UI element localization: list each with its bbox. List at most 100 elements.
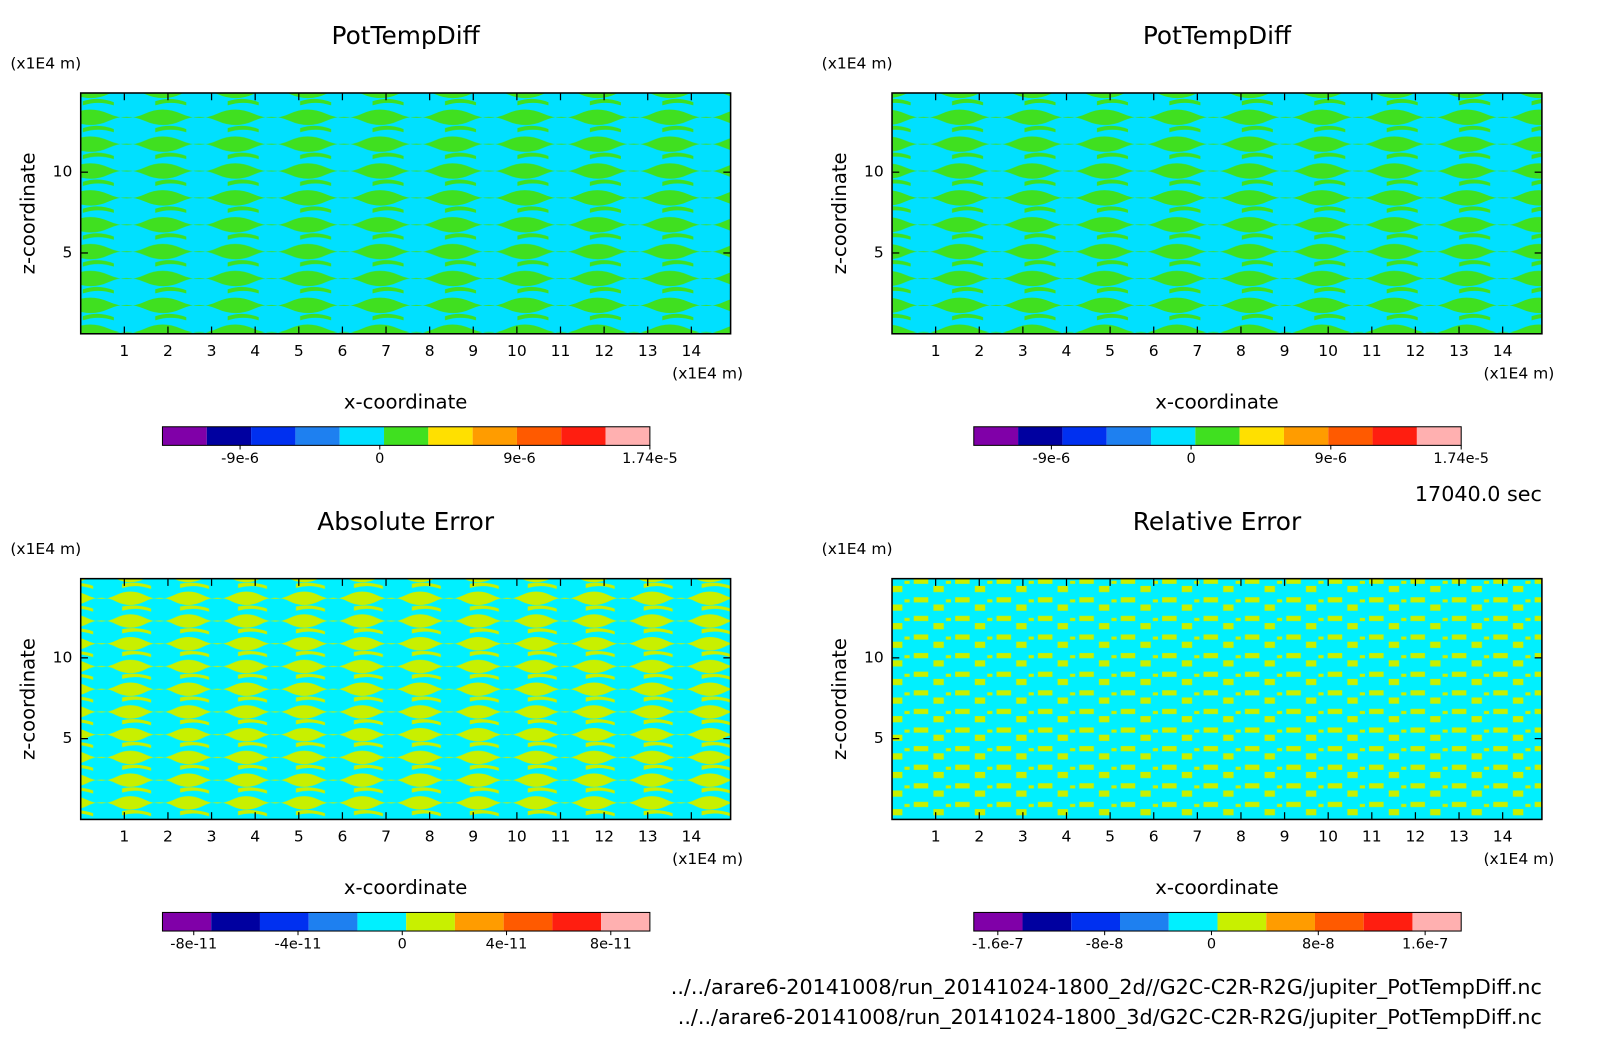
colorbar-box xyxy=(295,426,340,446)
colorbar-box xyxy=(1022,912,1072,932)
colorbar-box xyxy=(162,912,212,932)
colorbar-label: 1.74e-5 xyxy=(622,451,678,467)
x-tick-label: 4 xyxy=(250,828,260,846)
colorbar-box xyxy=(1283,426,1329,446)
colorbar-box xyxy=(162,426,207,446)
colorbar-box xyxy=(605,426,650,446)
colorbar-box xyxy=(1416,426,1462,446)
colorbar-box xyxy=(406,912,455,932)
colorbar-box xyxy=(259,912,309,932)
y-tick-label: 10 xyxy=(53,648,73,666)
colorbar-label: 8e-8 xyxy=(1302,936,1335,952)
colorbar-box xyxy=(516,426,562,446)
colorbar-box xyxy=(1372,426,1417,446)
colorbar-box xyxy=(472,426,517,446)
x-tick-label: 6 xyxy=(1149,342,1159,360)
x-tick-label: 8 xyxy=(425,828,435,846)
x-tick-label: 3 xyxy=(1018,828,1028,846)
y-tick-label: 10 xyxy=(864,648,884,666)
colorbar-label: -9e-6 xyxy=(1032,451,1070,467)
colorbar-label: 9e-6 xyxy=(503,451,536,467)
x-tick-label: 5 xyxy=(294,342,304,360)
x-tick-label: 11 xyxy=(1362,342,1382,360)
colorbar-box xyxy=(357,912,407,932)
x-tick-label: 3 xyxy=(207,828,217,846)
plot-frame xyxy=(891,92,1543,335)
colorbar-label: 9e-6 xyxy=(1315,451,1348,467)
x-tick-label: 14 xyxy=(681,342,701,360)
x-tick-label: 1 xyxy=(931,342,941,360)
file-path: ../../arare6-20141008/run_20141024-1800_… xyxy=(671,975,1542,1000)
chart-title: Absolute Error xyxy=(317,507,495,536)
colorbar-box xyxy=(973,912,1023,932)
colorbar-label: 8e-11 xyxy=(590,936,632,952)
colorbar-label: -1.6e-7 xyxy=(972,936,1024,952)
x-unit: (x1E4 m) xyxy=(1483,850,1554,868)
time-label: 17040.0 sec xyxy=(1415,482,1542,506)
y-tick-label: 5 xyxy=(63,729,73,747)
colorbar-label: 0 xyxy=(1207,936,1216,952)
x-tick-label: 8 xyxy=(1236,828,1246,846)
contour-field xyxy=(80,578,731,820)
colorbar-label: 4e-11 xyxy=(486,936,528,952)
colorbar-box xyxy=(384,426,429,446)
file-path: ../../arare6-20141008/run_20141024-1800_… xyxy=(678,1005,1542,1030)
x-tick-label: 7 xyxy=(381,342,391,360)
colorbar-box xyxy=(1151,426,1196,446)
x-tick-label: 4 xyxy=(1062,342,1072,360)
colorbar-box xyxy=(1314,912,1364,932)
colorbar-box xyxy=(561,426,606,446)
x-tick-label: 14 xyxy=(681,828,701,846)
y-tick-label: 10 xyxy=(53,163,73,181)
x-tick-label: 12 xyxy=(1406,342,1426,360)
colorbar-box xyxy=(428,426,473,446)
x-tick-label: 11 xyxy=(1362,828,1382,846)
y-tick-label: 5 xyxy=(874,729,884,747)
x-tick-label: 5 xyxy=(1105,342,1115,360)
colorbar-label: 1.6e-7 xyxy=(1402,936,1448,952)
x-tick-label: 7 xyxy=(1192,342,1202,360)
x-tick-label: 4 xyxy=(250,342,260,360)
y-unit: (x1E4 m) xyxy=(10,55,81,73)
x-tick-label: 3 xyxy=(1018,342,1028,360)
colorbar-frame xyxy=(973,426,1462,446)
colorbar-box xyxy=(454,912,504,932)
colorbar-box xyxy=(1266,912,1315,932)
colorbar-frame xyxy=(161,426,651,446)
x-tick-label: 14 xyxy=(1493,828,1513,846)
x-tick-label: 12 xyxy=(594,342,614,360)
chart-title: PotTempDiff xyxy=(332,21,481,50)
colorbar-label: 0 xyxy=(1186,451,1195,467)
x-tick-label: 6 xyxy=(337,342,347,360)
colorbar-label: 0 xyxy=(398,936,407,952)
x-tick-label: 4 xyxy=(1062,828,1072,846)
x-tick-label: 13 xyxy=(638,342,658,360)
x-tick-label: 1 xyxy=(119,342,129,360)
x-tick-label: 13 xyxy=(638,828,658,846)
x-axis-label: x-coordinate xyxy=(1155,391,1278,414)
colorbar-box xyxy=(211,912,260,932)
x-tick-label: 8 xyxy=(425,342,435,360)
x-axis-label: x-coordinate xyxy=(344,391,467,414)
x-tick-label: 9 xyxy=(1280,342,1290,360)
x-unit: (x1E4 m) xyxy=(1483,365,1554,383)
x-tick-label: 2 xyxy=(163,828,173,846)
x-tick-label: 14 xyxy=(1493,342,1513,360)
x-tick-label: 13 xyxy=(1449,828,1469,846)
x-axis-label: x-coordinate xyxy=(344,876,467,899)
x-tick-label: 11 xyxy=(551,342,571,360)
x-tick-label: 2 xyxy=(974,342,984,360)
x-tick-label: 10 xyxy=(507,342,527,360)
x-tick-label: 10 xyxy=(1318,828,1338,846)
y-tick-label: 5 xyxy=(874,243,884,261)
y-unit: (x1E4 m) xyxy=(10,540,81,558)
colorbar-box xyxy=(503,912,553,932)
colorbar-box xyxy=(1363,912,1413,932)
x-tick-label: 3 xyxy=(207,342,217,360)
colorbar-box xyxy=(973,426,1019,446)
x-tick-label: 7 xyxy=(381,828,391,846)
colorbar-box xyxy=(308,912,358,932)
colorbar-box xyxy=(552,912,602,932)
